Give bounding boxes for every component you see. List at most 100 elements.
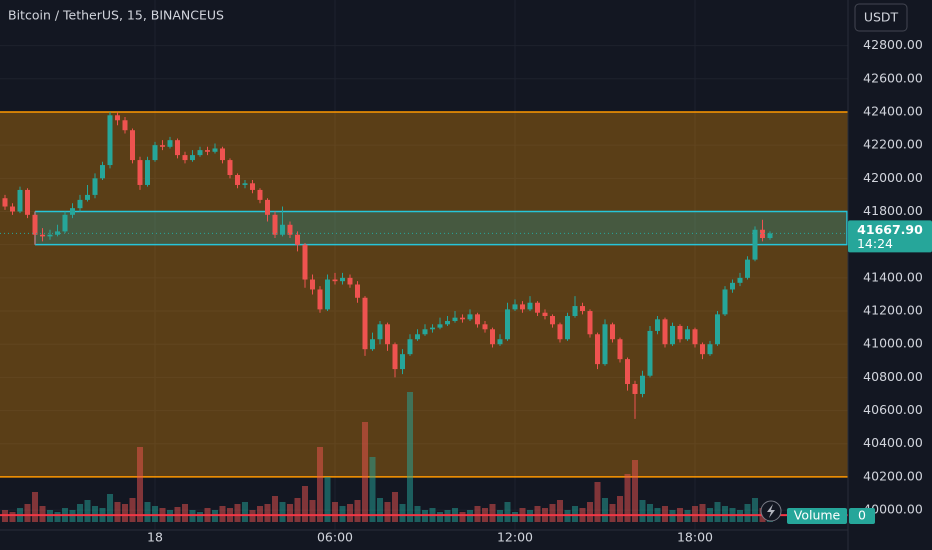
volume-bar (437, 512, 443, 522)
candle-body (730, 282, 735, 290)
candle-body (287, 224, 293, 235)
candle-body (572, 306, 578, 317)
candle-body (565, 316, 570, 340)
volume-bar (317, 447, 323, 522)
candle-body (542, 312, 548, 317)
volume-bar (84, 500, 91, 522)
candle-body (445, 320, 450, 325)
volume-bar (144, 502, 151, 522)
volume-bar (347, 504, 353, 522)
x-tick-label: 12:00 (497, 530, 533, 545)
volume-bar (302, 486, 308, 522)
volume-bar (369, 457, 376, 522)
volume-bar (647, 504, 653, 522)
candle-body (760, 229, 765, 239)
volume-bar (414, 506, 421, 522)
volume-bar (234, 504, 241, 522)
volume-bar (137, 447, 143, 522)
candle-body (302, 244, 308, 280)
candle-body (122, 120, 128, 131)
volume-bar (692, 506, 698, 522)
volume-bar (617, 496, 623, 522)
volume-value: 0 (858, 508, 866, 523)
volume-bar (324, 477, 331, 522)
volume-bar (257, 506, 263, 522)
candle-body (587, 311, 593, 335)
y-tick-label: 41200.00 (863, 303, 923, 318)
candle-body (707, 344, 713, 355)
candle-body (265, 199, 270, 215)
y-tick-label: 42200.00 (863, 137, 923, 152)
x-tick-label: 18:00 (677, 530, 713, 545)
volume-bar (407, 392, 413, 522)
candle-body (62, 214, 68, 232)
candle-body (647, 330, 653, 376)
volume-bar (92, 506, 98, 522)
candle-body (197, 150, 203, 156)
volume-bar (339, 506, 346, 522)
volume-icon (767, 504, 775, 518)
candle-body (557, 324, 563, 340)
candle-body (2, 198, 8, 207)
chart-title: Bitcoin / TetherUS, 15, BINANCEUS (8, 8, 224, 23)
currency-button[interactable] (854, 3, 908, 32)
volume-bar (54, 512, 61, 522)
last-price-label: 41667.90 (857, 222, 923, 237)
candle-body (325, 279, 330, 310)
y-tick-label: 40000.00 (863, 502, 923, 517)
candle-body (250, 183, 255, 190)
candle-body (220, 148, 225, 161)
volume-bar (264, 504, 271, 522)
candle-body (32, 214, 38, 235)
candle-body (10, 206, 15, 212)
candle-body (160, 145, 165, 147)
y-tick-label: 40400.00 (863, 435, 923, 450)
volume-bar (152, 506, 158, 522)
candle-body (362, 297, 368, 350)
candle-body (430, 327, 435, 330)
candle-body (752, 229, 758, 260)
zone (35, 211, 848, 245)
candle-body (617, 339, 623, 360)
candle-body (745, 259, 750, 278)
candle-body (550, 316, 555, 325)
candle-body (512, 304, 518, 310)
candle-body (595, 334, 600, 365)
candle-body (467, 314, 473, 320)
candle-body (77, 199, 83, 209)
volume-bar (399, 504, 406, 522)
candle-body (340, 277, 345, 282)
candle-body (737, 277, 743, 283)
x-tick-label: 06:00 (317, 530, 353, 545)
y-tick-label: 42800.00 (863, 37, 923, 52)
volume-bar (242, 502, 248, 522)
volume-bar (272, 496, 278, 522)
candle-body (580, 306, 585, 312)
currency-label[interactable]: USDT (864, 10, 899, 25)
candle-body (107, 115, 113, 166)
candle-body (392, 344, 398, 370)
candle-body (655, 319, 660, 331)
candle-body (422, 329, 428, 335)
volume-bar (624, 474, 631, 522)
volume-bar (122, 504, 128, 522)
candle-body (205, 150, 210, 152)
candle-body (167, 140, 173, 147)
volume-bar (752, 498, 758, 522)
volume-bar (489, 504, 496, 522)
y-tick-label: 40200.00 (863, 468, 923, 483)
last-price-tag (848, 220, 932, 253)
volume-bar (39, 506, 46, 522)
candle-body (332, 279, 338, 282)
y-tick-label: 42000.00 (863, 170, 923, 185)
volume-bar (114, 502, 121, 522)
countdown-label: 14:24 (857, 236, 893, 251)
y-tick-label: 41400.00 (863, 269, 923, 284)
volume-bar (32, 492, 38, 522)
candle-body (227, 160, 233, 176)
volume-bar (279, 502, 286, 522)
candle-body (767, 233, 773, 239)
candle-body (527, 302, 533, 310)
candle-body (490, 329, 495, 345)
